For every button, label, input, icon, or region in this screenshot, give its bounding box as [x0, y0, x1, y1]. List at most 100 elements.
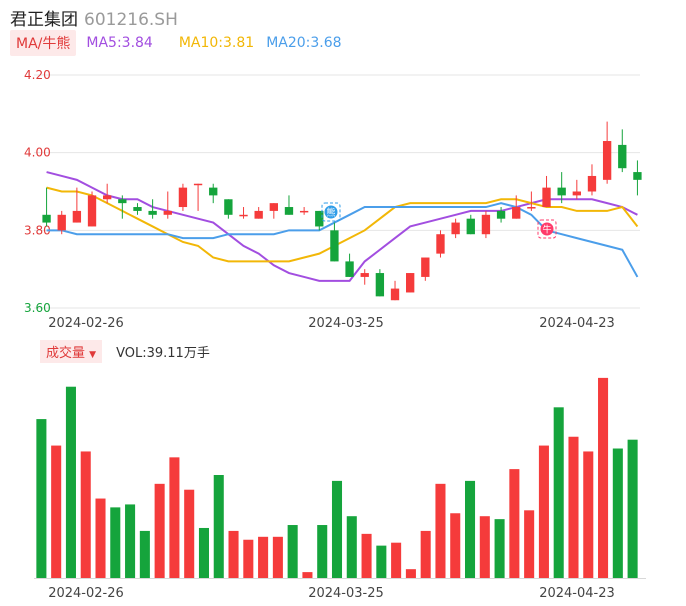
volume-bar — [612, 448, 623, 578]
candle — [512, 195, 521, 219]
candle — [42, 187, 51, 227]
candle-body — [148, 210, 157, 215]
volume-bar — [139, 530, 150, 578]
candle-body — [87, 195, 97, 227]
volume-bar — [376, 545, 387, 578]
volume-bar — [627, 439, 638, 578]
y-tick-label: 4.00 — [24, 146, 51, 160]
candle-body — [466, 218, 475, 235]
candle — [587, 164, 597, 196]
candle-body — [481, 214, 491, 235]
ma-type-selector[interactable]: MA/牛熊 — [10, 30, 77, 56]
candle — [345, 253, 354, 277]
candle — [633, 160, 642, 196]
volume-bar — [598, 377, 609, 578]
candle — [557, 172, 566, 204]
candle — [284, 195, 294, 215]
candle-body — [542, 187, 551, 208]
candle-body — [118, 199, 127, 204]
candle-body — [345, 261, 354, 277]
candle-body — [133, 207, 142, 211]
volume-bar — [154, 483, 165, 578]
volume-bar — [464, 480, 476, 578]
volume-bar — [36, 419, 47, 578]
candle — [299, 207, 309, 215]
volume-bar — [287, 525, 298, 578]
candle-body — [496, 210, 506, 219]
candle — [466, 214, 475, 235]
x-tick-label: 2024-03-25 — [308, 316, 384, 330]
candle — [602, 121, 612, 184]
candle — [57, 210, 66, 235]
ma-legend: MA/牛熊 MA5:3.84 MA10:3.81 MA20:3.68 — [10, 30, 342, 56]
candle-body — [269, 203, 278, 211]
candle-body — [360, 273, 369, 277]
candle — [178, 183, 188, 211]
volume-bar — [420, 530, 431, 578]
caret-down-icon: ▼ — [89, 349, 97, 360]
candle-body — [602, 141, 612, 180]
y-tick-label: 3.60 — [24, 301, 51, 315]
candle — [72, 187, 82, 223]
volume-bar — [65, 386, 76, 578]
candle-body — [224, 199, 233, 215]
candle-body — [406, 273, 415, 293]
candle — [254, 207, 263, 219]
volume-bar — [346, 516, 357, 578]
volume-value: VOL:39.11万手 — [116, 345, 210, 361]
bull-marker-badge — [540, 222, 554, 236]
volume-bar — [272, 536, 283, 578]
candle-body — [239, 214, 248, 217]
candle-body — [72, 210, 82, 223]
volume-bar — [405, 569, 416, 578]
candle-body — [254, 210, 263, 219]
candle — [527, 191, 536, 211]
bear-marker-frame — [321, 202, 341, 222]
candle-body — [375, 273, 385, 297]
candle-body — [299, 210, 309, 213]
volume-bar — [524, 510, 535, 578]
candle-body — [209, 187, 218, 196]
bear-marker-text: 熊 — [326, 207, 335, 219]
candle — [542, 175, 551, 208]
candle — [103, 183, 112, 204]
ma10-line — [46, 186, 639, 263]
candle — [360, 269, 369, 285]
volume-x-tick-label: 2024-02-26 — [48, 586, 124, 601]
candle-body — [178, 187, 188, 208]
price-chart[interactable]: 3.60 3.80 4.00 4.20 2024-02-26 2024-03-25 2024… — [0, 0, 686, 330]
candle — [481, 210, 491, 239]
volume-bar — [125, 504, 136, 578]
volume-bar — [568, 436, 579, 578]
ma20-label: MA20:3.68 — [266, 35, 342, 51]
candle — [618, 129, 627, 173]
candle — [133, 203, 142, 215]
candle — [496, 207, 506, 223]
stock-header: 君正集团 601216.SH — [10, 5, 178, 30]
candle — [239, 207, 248, 219]
candle-body — [572, 191, 581, 196]
volume-bar — [317, 525, 328, 578]
candle-body — [527, 207, 536, 209]
bear-marker-badge — [324, 205, 338, 219]
y-tick-label: 3.80 — [24, 223, 51, 237]
candle-body — [436, 234, 445, 254]
volume-bar — [80, 451, 91, 578]
volume-bar — [213, 475, 224, 578]
candle-body — [315, 210, 324, 227]
volume-bar — [494, 519, 505, 578]
volume-x-tick-label: 2024-03-25 — [308, 586, 384, 601]
candle-body — [103, 195, 112, 200]
volume-bar — [538, 445, 549, 578]
volume-bar — [228, 530, 239, 578]
candle — [163, 191, 172, 219]
candle-body — [451, 222, 460, 235]
volume-bar — [258, 536, 269, 578]
candle — [390, 280, 400, 301]
candle — [572, 179, 581, 200]
volume-bar — [110, 507, 121, 578]
candle — [421, 257, 430, 281]
indicator-selector[interactable]: 成交量 ▼ — [40, 339, 103, 363]
candle — [87, 191, 97, 227]
